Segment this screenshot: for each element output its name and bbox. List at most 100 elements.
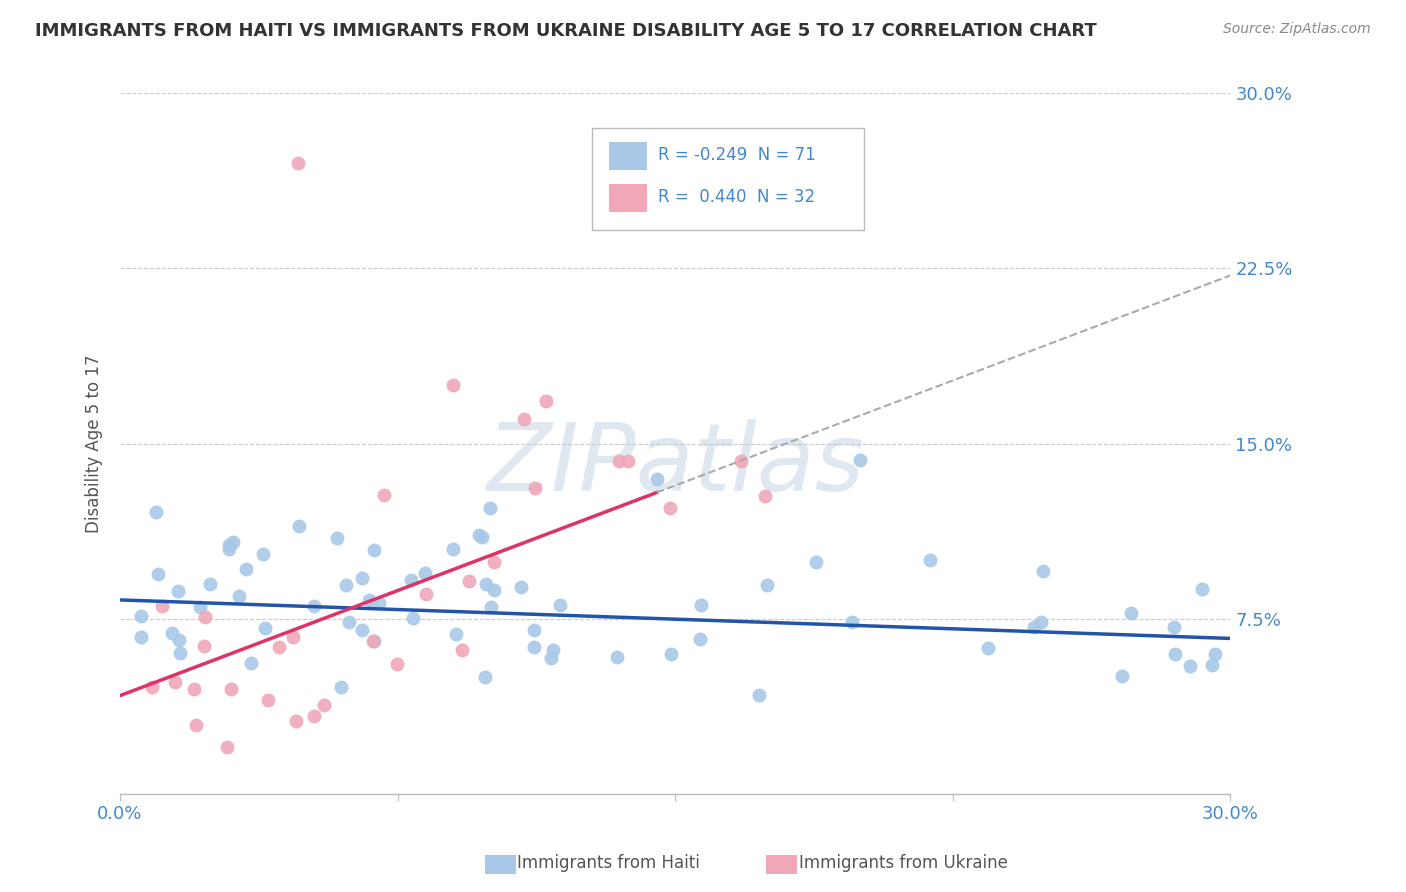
- Point: [160, 625, 183, 640]
- Point: [804, 555, 827, 569]
- Text: Source: ZipAtlas.com: Source: ZipAtlas.com: [1223, 22, 1371, 37]
- Point: [215, 739, 238, 754]
- Point: [169, 646, 191, 660]
- Point: [479, 600, 502, 615]
- Point: [141, 680, 163, 694]
- Point: [1201, 658, 1223, 673]
- Point: [150, 599, 173, 614]
- Point: [468, 527, 491, 541]
- Point: [183, 681, 205, 696]
- Point: [450, 642, 472, 657]
- Point: [441, 541, 464, 556]
- FancyBboxPatch shape: [609, 143, 647, 170]
- Point: [458, 574, 481, 589]
- Point: [513, 411, 536, 425]
- Point: [385, 657, 408, 671]
- Point: [373, 488, 395, 502]
- Point: [849, 453, 872, 467]
- Point: [193, 639, 215, 653]
- Point: [534, 394, 557, 409]
- Point: [1178, 658, 1201, 673]
- Point: [326, 531, 349, 545]
- Point: [1163, 620, 1185, 634]
- Point: [659, 501, 682, 516]
- Point: [446, 627, 468, 641]
- Point: [186, 718, 208, 732]
- Point: [198, 577, 221, 591]
- Point: [285, 714, 308, 729]
- Text: Immigrants from Ukraine: Immigrants from Ukraine: [799, 854, 1008, 871]
- Point: [402, 611, 425, 625]
- Point: [523, 624, 546, 638]
- Point: [617, 454, 640, 468]
- Point: [363, 633, 385, 648]
- Point: [337, 615, 360, 630]
- Point: [523, 640, 546, 654]
- Point: [350, 623, 373, 637]
- Point: [482, 583, 505, 598]
- Point: [399, 574, 422, 588]
- Point: [841, 615, 863, 629]
- Point: [281, 630, 304, 644]
- Point: [1111, 668, 1133, 682]
- Point: [368, 596, 391, 610]
- Point: [188, 600, 211, 615]
- Point: [524, 481, 547, 495]
- Point: [252, 547, 274, 561]
- Point: [755, 578, 778, 592]
- Point: [363, 542, 385, 557]
- Point: [218, 538, 240, 552]
- Point: [145, 505, 167, 519]
- Point: [478, 501, 501, 516]
- Point: [690, 599, 713, 613]
- Point: [1121, 606, 1143, 620]
- Point: [288, 518, 311, 533]
- Point: [228, 589, 250, 603]
- Point: [131, 630, 153, 644]
- Point: [239, 657, 262, 671]
- Point: [304, 709, 326, 723]
- Text: IMMIGRANTS FROM HAITI VS IMMIGRANTS FROM UKRAINE DISABILITY AGE 5 TO 17 CORRELAT: IMMIGRANTS FROM HAITI VS IMMIGRANTS FROM…: [35, 22, 1097, 40]
- Point: [754, 489, 776, 503]
- Point: [659, 647, 682, 661]
- Text: R =  0.440  N = 32: R = 0.440 N = 32: [658, 188, 815, 206]
- Point: [235, 562, 257, 576]
- Point: [219, 681, 242, 696]
- Point: [165, 674, 187, 689]
- Point: [1191, 582, 1213, 597]
- Point: [1031, 615, 1053, 629]
- Point: [167, 633, 190, 648]
- Point: [350, 571, 373, 585]
- Text: ZIPatlas: ZIPatlas: [486, 419, 865, 510]
- Point: [474, 671, 496, 685]
- Point: [548, 598, 571, 612]
- Point: [541, 643, 564, 657]
- Point: [267, 640, 290, 654]
- Point: [312, 698, 335, 712]
- Point: [607, 454, 630, 468]
- Point: [359, 592, 381, 607]
- Point: [194, 610, 217, 624]
- Point: [302, 599, 325, 613]
- Point: [471, 530, 494, 544]
- Point: [330, 680, 353, 694]
- Point: [1164, 647, 1187, 661]
- Point: [1022, 620, 1045, 634]
- Point: [218, 542, 240, 557]
- Point: [415, 587, 437, 601]
- Point: [148, 566, 170, 581]
- Point: [129, 609, 152, 624]
- Point: [645, 471, 668, 485]
- Point: [287, 156, 309, 170]
- Point: [484, 555, 506, 569]
- Point: [475, 577, 498, 591]
- Point: [920, 553, 942, 567]
- Point: [606, 649, 628, 664]
- Y-axis label: Disability Age 5 to 17: Disability Age 5 to 17: [86, 354, 103, 533]
- Point: [1032, 564, 1054, 578]
- Text: R = -0.249  N = 71: R = -0.249 N = 71: [658, 146, 817, 164]
- Point: [510, 580, 533, 594]
- Point: [167, 584, 190, 599]
- Point: [748, 688, 770, 702]
- Point: [254, 621, 277, 635]
